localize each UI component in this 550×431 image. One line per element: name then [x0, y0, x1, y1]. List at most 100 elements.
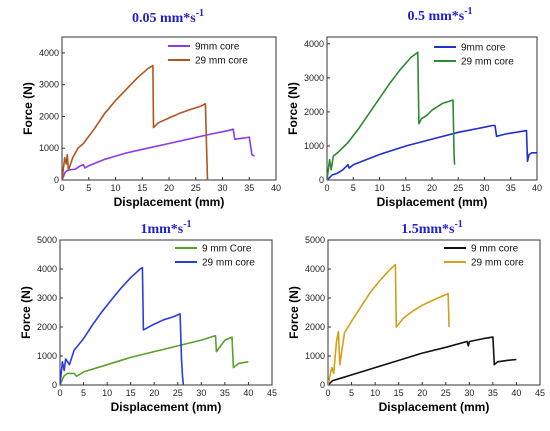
y-axis-label: Force (N) — [21, 82, 35, 135]
x-tick-label: 15 — [137, 183, 147, 193]
plot-frame — [326, 36, 538, 181]
x-tick-label: 20 — [164, 183, 174, 193]
series-line-1 — [327, 124, 537, 180]
y-tick-label: 3000 — [304, 73, 324, 83]
chart-panel-4: 1.5mm*s-1 0 5 10 15 20 25 30 35 40 45 0 1000 2000 3000… — [287, 219, 545, 414]
series-line-2 — [60, 266, 185, 385]
y-tick-label: 2000 — [304, 107, 324, 117]
chart-title: 1.5mm*s-1 — [401, 219, 463, 237]
x-tick-label: 10 — [110, 183, 120, 193]
series-line-2 — [327, 51, 456, 180]
x-axis-label: Displacement (mm) — [377, 195, 488, 209]
y-tick-label: 4000 — [39, 48, 59, 58]
chart-title-text: 1mm*s — [140, 222, 183, 237]
legend-label-2: 29 mm core — [471, 258, 524, 269]
y-tick-label: 5000 — [37, 235, 57, 245]
x-tick-label: 30 — [196, 388, 206, 398]
x-tick-label: 35 — [220, 388, 230, 398]
x-axis-label: Displacement (mm) — [379, 400, 490, 414]
y-axis-label: Force (N) — [19, 286, 33, 339]
series-line-2 — [328, 263, 450, 385]
x-tick-label: 20 — [427, 183, 437, 193]
x-tick-label: 20 — [417, 388, 427, 398]
chart-panel-2: 0.5 mm*s-1 0 5 10 15 20 25 30 35 40 0 1000 2000 3000 4… — [286, 6, 542, 209]
x-tick-label: 5 — [81, 388, 86, 398]
chart-title: 1mm*s-1 — [140, 219, 191, 237]
y-tick-label: 1000 — [304, 141, 324, 151]
legend-label-1: 9 mm core — [471, 244, 519, 255]
x-tick-label: 35 — [488, 388, 498, 398]
x-tick-label: 15 — [394, 388, 404, 398]
x-tick-label: 35 — [506, 183, 516, 193]
x-tick-label: 25 — [441, 388, 451, 398]
chart-title-text: 0.5 mm*s — [407, 9, 464, 24]
legend-label-2: 29 mm core — [202, 258, 255, 269]
x-tick-label: 10 — [102, 388, 112, 398]
legend-label-2: 29 mm core — [461, 57, 514, 68]
y-axis-label: Force (N) — [287, 286, 301, 339]
chart-title-superscript: -1 — [183, 219, 191, 230]
series-line-1 — [62, 128, 256, 180]
x-tick-label: 40 — [243, 388, 253, 398]
chart-title-superscript: -1 — [454, 219, 462, 230]
y-tick-label: 1000 — [305, 351, 325, 361]
x-tick-label: 5 — [86, 183, 91, 193]
x-tick-label: 40 — [271, 183, 281, 193]
y-tick-label: 2000 — [37, 322, 57, 332]
y-tick-label: 2000 — [39, 111, 59, 121]
y-tick-label: 1000 — [37, 351, 57, 361]
chart-title: 0.05 mm*s-1 — [132, 8, 204, 26]
series-line-1 — [328, 336, 517, 385]
x-tick-label: 0 — [57, 388, 62, 398]
y-tick-label: 0 — [320, 380, 325, 390]
x-tick-label: 0 — [324, 183, 329, 193]
plot-frame — [59, 239, 273, 386]
x-tick-label: 20 — [149, 388, 159, 398]
x-tick-label: 15 — [401, 183, 411, 193]
x-tick-label: 45 — [535, 388, 545, 398]
chart-title-superscript: -1 — [464, 6, 472, 17]
legend-label-1: 9mm core — [195, 42, 240, 53]
x-tick-label: 10 — [374, 183, 384, 193]
y-tick-label: 4000 — [37, 264, 57, 274]
chart-title-text: 0.05 mm*s — [132, 11, 196, 26]
y-tick-label: 2000 — [305, 322, 325, 332]
y-tick-label: 0 — [54, 175, 59, 185]
x-tick-label: 25 — [191, 183, 201, 193]
legend-label-2: 29 mm core — [195, 56, 248, 67]
x-tick-label: 5 — [351, 183, 356, 193]
y-tick-label: 5000 — [305, 235, 325, 245]
y-tick-label: 0 — [319, 175, 324, 185]
x-axis-label: Displacement (mm) — [114, 195, 225, 209]
legend-label-1: 9mm core — [461, 43, 506, 54]
x-tick-label: 40 — [511, 388, 521, 398]
x-tick-label: 25 — [173, 388, 183, 398]
x-tick-label: 35 — [244, 183, 254, 193]
series-line-2 — [62, 64, 209, 180]
x-tick-label: 0 — [325, 388, 330, 398]
x-tick-label: 30 — [217, 183, 227, 193]
x-tick-label: 30 — [464, 388, 474, 398]
y-tick-label: 3000 — [39, 80, 59, 90]
chart-title-text: 1.5mm*s — [401, 222, 455, 237]
y-tick-label: 0 — [52, 380, 57, 390]
x-axis-label: Displacement (mm) — [111, 400, 222, 414]
series-line-1 — [60, 334, 249, 385]
chart-title: 0.5 mm*s-1 — [407, 6, 472, 24]
chart-panel-1: 0.05 mm*s-1 0 5 10 15 20 25 30 35 40 0 1000 2000 3000… — [21, 8, 281, 209]
legend-label-1: 9 mm Core — [202, 244, 252, 255]
chart-title-superscript: -1 — [196, 8, 204, 19]
y-tick-label: 3000 — [305, 293, 325, 303]
x-tick-label: 30 — [479, 183, 489, 193]
x-tick-label: 10 — [370, 388, 380, 398]
y-tick-label: 4000 — [304, 39, 324, 49]
x-tick-label: 5 — [349, 388, 354, 398]
x-tick-label: 40 — [532, 183, 542, 193]
x-tick-label: 45 — [267, 388, 277, 398]
chart-panel-3: 1mm*s-1 0 5 10 15 20 25 30 35 40 45 0 1000 2000 3000 40… — [19, 219, 277, 414]
x-tick-label: 15 — [126, 388, 136, 398]
y-tick-label: 1000 — [39, 143, 59, 153]
x-tick-label: 0 — [59, 183, 64, 193]
y-axis-label: Force (N) — [286, 82, 300, 135]
